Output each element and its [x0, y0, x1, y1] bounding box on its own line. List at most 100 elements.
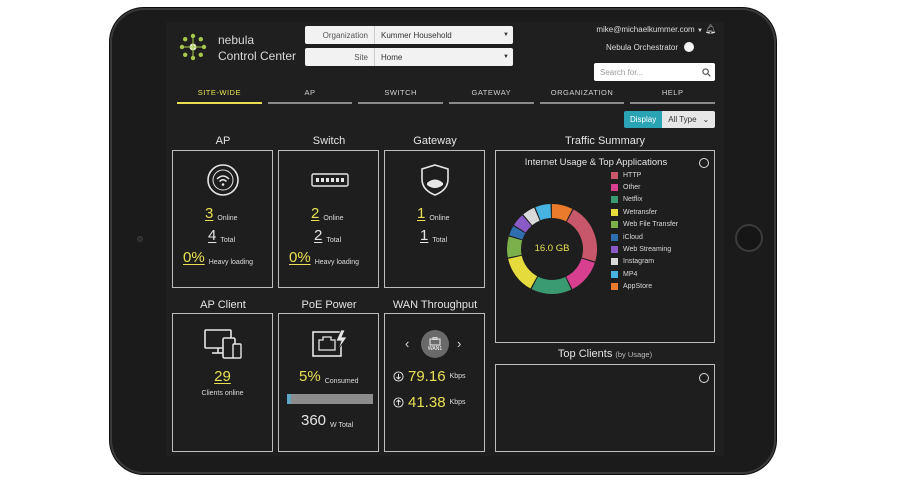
legend-item[interactable]: iCloud — [611, 231, 678, 243]
switch-icon — [311, 173, 349, 187]
poe-card[interactable]: 5% Consumed 360 W Total — [278, 313, 379, 452]
ap-total-label: Total — [220, 237, 236, 244]
tab-help[interactable]: HELP — [630, 84, 716, 104]
switch-total-label: Total — [326, 237, 342, 244]
search-input[interactable]: Search for... — [594, 63, 715, 81]
legend-item[interactable]: Wetransfer — [611, 206, 678, 218]
legend-label: Wetransfer — [623, 208, 658, 216]
donut-slice[interactable] — [531, 276, 572, 294]
switch-online-count[interactable]: 2 — [311, 205, 320, 222]
site-select[interactable]: Site Home ▼ — [305, 48, 513, 66]
chevron-down-icon: ⌄ — [702, 115, 710, 124]
nebula-logo-icon — [179, 33, 207, 61]
shield-gateway-icon — [421, 164, 449, 196]
donut-slice[interactable] — [513, 215, 532, 233]
donut-slice[interactable] — [535, 204, 552, 221]
tab-ap[interactable]: AP — [267, 84, 353, 104]
legend-label: AppStore — [623, 283, 653, 291]
devices-icon — [204, 329, 242, 359]
gateway-total-count[interactable]: 1 — [420, 227, 429, 244]
orchestrator-toggle-row: Nebula Orchestrator — [606, 42, 695, 52]
donut-slice[interactable] — [566, 209, 597, 262]
orchestrator-toggle[interactable] — [684, 42, 695, 52]
donut-slice[interactable] — [507, 236, 523, 258]
gateway-total-label: Total — [432, 237, 448, 244]
wan-port-selector[interactable]: WAN1 — [421, 330, 449, 358]
wan-download-unit: Kbps — [449, 373, 466, 380]
donut-slice[interactable] — [551, 204, 573, 222]
site-label: Site — [305, 48, 375, 66]
switch-card[interactable]: 2 Online 2 Total 0% Heavy loading — [278, 150, 379, 288]
legend-label: MP4 — [623, 270, 638, 278]
legend-item[interactable]: Web File Transfer — [611, 219, 678, 231]
globe-icon[interactable] — [699, 373, 709, 383]
gateway-online-count[interactable]: 1 — [417, 205, 426, 222]
ap-heavy-label: Heavy loading — [208, 259, 254, 266]
legend-item[interactable]: Netflix — [611, 194, 678, 206]
switch-heavy-loading[interactable]: 0% — [289, 249, 311, 266]
nebula-dashboard: nebula Control Center Organization Kumme… — [166, 22, 724, 456]
donut-slice[interactable] — [565, 258, 595, 290]
ap-card[interactable]: 3 Online 4 Total 0% Heavy loading — [172, 150, 273, 288]
poe-port-icon — [312, 329, 348, 357]
switch-total-count[interactable]: 2 — [314, 227, 323, 244]
legend-item[interactable]: MP4 — [611, 268, 678, 280]
search-icon[interactable] — [702, 67, 711, 77]
type-value: All Type — [668, 115, 697, 124]
organization-value: Kummer Household — [381, 30, 452, 40]
ap-online-count[interactable]: 3 — [205, 205, 214, 222]
user-email: mike@michaelkummer.com — [596, 25, 695, 34]
top-clients-card[interactable] — [495, 364, 715, 452]
user-menu[interactable]: mike@michaelkummer.com ▼ 🔔︎ — [576, 24, 716, 35]
globe-icon[interactable] — [699, 158, 709, 168]
display-filter: Display All Type ⌄ — [624, 111, 716, 128]
poe-progress-bar — [287, 394, 373, 404]
chevron-down-icon: ▼ — [696, 28, 705, 34]
poe-total-label: W Total — [330, 422, 354, 429]
switch-heavy-label: Heavy loading — [314, 259, 360, 266]
briefcase-icon — [429, 336, 441, 345]
tab-organization[interactable]: ORGANIZATION — [539, 84, 625, 104]
tab-switch[interactable]: SWITCH — [358, 84, 444, 104]
wan-card[interactable]: ‹ › WAN1 79.16 Kbps 41.38 Kbps — [384, 313, 485, 452]
tablet-home-button[interactable] — [735, 224, 763, 252]
wan-download-value: 79.16 — [408, 368, 446, 385]
gateway-title: Gateway — [413, 135, 457, 147]
legend-swatch — [611, 283, 618, 291]
clients-online-label: Clients online — [201, 390, 244, 397]
bell-icon[interactable]: 🔔︎ — [704, 24, 716, 34]
switch-title: Switch — [312, 135, 346, 147]
usage-donut-chart[interactable] — [504, 201, 600, 297]
legend-label: Other — [623, 184, 641, 192]
legend-item[interactable]: HTTP — [611, 169, 678, 181]
traffic-card[interactable]: Internet Usage & Top Applications 16.0 G… — [495, 150, 715, 343]
top-clients-sub: (by Usage) — [615, 350, 653, 359]
ap-online-label: Online — [217, 215, 238, 222]
type-select[interactable]: All Type ⌄ — [662, 111, 716, 128]
legend-label: Instagram — [623, 258, 655, 266]
brand-line2: Control Center — [218, 49, 297, 63]
legend-item[interactable]: Instagram — [611, 256, 678, 268]
download-arrow-icon — [393, 371, 404, 382]
wan-upload-unit: Kbps — [449, 399, 466, 406]
ap-total-count[interactable]: 4 — [208, 227, 217, 244]
tab-site-wide[interactable]: SITE-WIDE — [177, 84, 262, 104]
donut-slice[interactable] — [509, 226, 526, 240]
poe-title: PoE Power — [301, 299, 357, 311]
legend-item[interactable]: Web Streaming — [611, 243, 678, 255]
chevron-right-icon[interactable]: › — [457, 336, 462, 351]
legend-item[interactable]: AppStore — [611, 281, 678, 293]
donut-slice[interactable] — [508, 255, 538, 289]
legend-swatch — [611, 196, 618, 204]
donut-slice[interactable] — [523, 207, 540, 226]
ap-heavy-loading[interactable]: 0% — [183, 249, 205, 266]
usage-total: 16.0 GB — [534, 243, 570, 254]
organization-select[interactable]: Organization Kummer Household ▼ — [305, 26, 513, 44]
clients-online-count[interactable]: 29 — [214, 368, 231, 385]
display-button[interactable]: Display — [624, 111, 663, 128]
tab-gateway[interactable]: GATEWAY — [449, 84, 534, 104]
gateway-card[interactable]: 1 Online 1 Total — [384, 150, 485, 288]
ap-client-card[interactable]: 29 Clients online — [172, 313, 273, 452]
chevron-left-icon[interactable]: ‹ — [405, 336, 410, 351]
legend-item[interactable]: Other — [611, 181, 678, 193]
